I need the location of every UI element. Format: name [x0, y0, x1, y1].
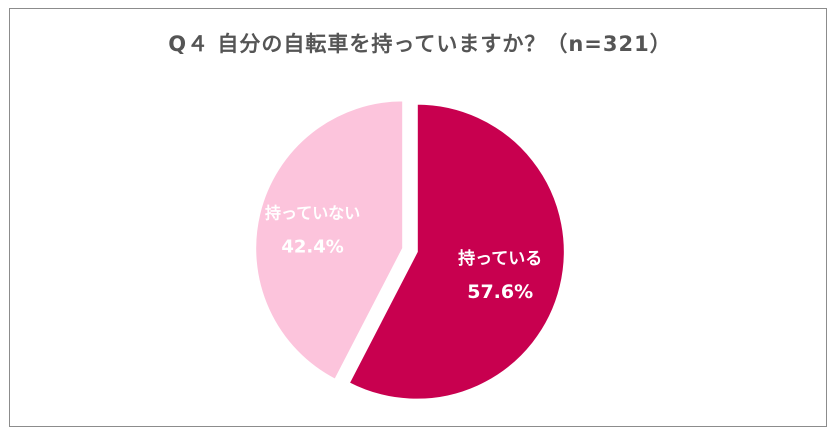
pie-slices — [254, 99, 566, 401]
chart-title: Q４ 自分の自転車を持っていますか？（n=321） — [168, 32, 672, 56]
slice-value-1: 57.6% — [467, 281, 533, 303]
pie-slice-1 — [347, 102, 566, 401]
pie-slice-2 — [254, 99, 405, 382]
pie-labels: 持っている 57.6% 持っていない 42.4% — [265, 203, 542, 303]
slice-value-2: 42.4% — [281, 236, 343, 257]
slice-label-2: 持っていない — [265, 203, 360, 222]
slice-label-1: 持っている — [458, 248, 542, 269]
